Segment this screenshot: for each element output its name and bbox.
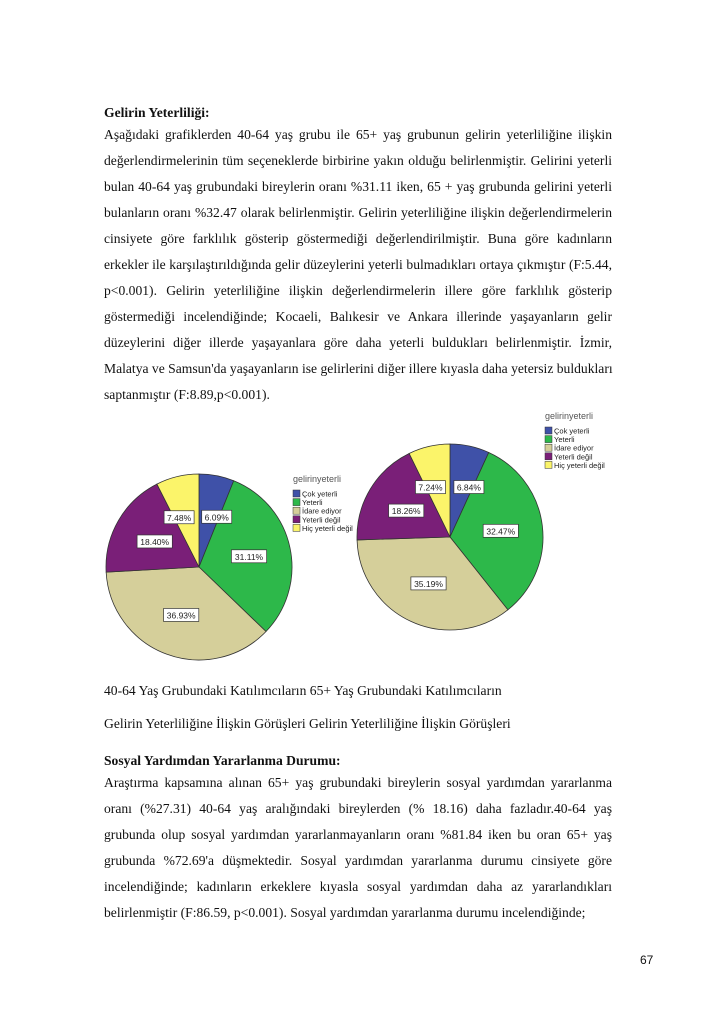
section-income-adequacy: Gelirin Yeterliliği: Aşağıdaki grafikler…	[104, 104, 613, 408]
legend-swatch	[292, 515, 301, 524]
text-line: Araştırma kapsamına alınan 65+ yaş grubu…	[104, 775, 612, 790]
section-heading: Gelirin Yeterliliği:	[104, 105, 210, 120]
legend-swatch	[544, 452, 553, 461]
figure-caption-line2: Gelirin Yeterliliğine İlişkin Görüşleri …	[104, 716, 511, 731]
section-heading: Sosyal Yardımdan Yararlanma Durumu:	[104, 753, 341, 768]
legend-swatch	[544, 443, 553, 452]
text-line: Malatya ve Samsun'da yaşayanların ise ge…	[104, 361, 613, 376]
figure-caption-line1: 40-64 Yaş Grubundaki Katılımcıların 65+ …	[104, 683, 502, 698]
text-line: cinsiyete göre farklılık gösterip göster…	[104, 231, 612, 246]
text-line: incelendiğinde; kadınların erkeklere kıy…	[104, 879, 612, 894]
legend-label: Yeterli değil	[554, 452, 593, 461]
legend-label: Hiç yeterli değil	[302, 524, 353, 533]
text-line: p<0.001). Gelirin yeterliliğine ilişkin …	[104, 283, 612, 298]
legend-title: gelirinyeterli	[545, 411, 593, 421]
slice-label: 7.48%	[163, 510, 195, 525]
svg-text:18.26%: 18.26%	[392, 506, 421, 516]
svg-text:7.48%: 7.48%	[167, 513, 192, 523]
pie-slice	[356, 452, 451, 541]
legend-label: Yeterli	[554, 435, 575, 444]
legend-label: Yeterli	[302, 498, 323, 507]
slice-label: 18.40%	[136, 534, 173, 549]
legend-label: Yeterli değil	[302, 515, 341, 524]
text-line: grubunda olup sosyal yardımdan yararlanm…	[104, 827, 612, 842]
pie-slice	[105, 483, 200, 573]
paragraph: Aşağıdaki grafiklerden 40-64 yaş grubu i…	[104, 122, 613, 408]
text-line: erkekler ile karşılaştırıldığında gelir …	[104, 257, 612, 272]
slice-label: 36.93%	[163, 608, 200, 622]
legend-label: Çok yeterli	[302, 490, 338, 499]
page-number: 67	[640, 953, 654, 967]
slice-label: 6.09%	[201, 509, 233, 524]
legend-swatch	[544, 435, 553, 443]
legend-swatch	[292, 498, 301, 506]
slice-label: 35.19%	[410, 576, 447, 591]
legend-swatch	[292, 524, 301, 532]
pie-chart-40-64: 6.09% 31.11% 36.93% 18.40% 7.48% gelirinyeter…	[105, 473, 353, 661]
svg-text:7.24%: 7.24%	[418, 483, 443, 493]
section-social-assistance: Sosyal Yardımdan Yararlanma Durumu: Araş…	[104, 752, 612, 926]
text-line: oranı (%27.31) 40-64 yaş aralığındaki bi…	[104, 801, 612, 816]
svg-text:18.40%: 18.40%	[140, 537, 169, 547]
svg-text:6.09%: 6.09%	[205, 512, 230, 522]
text-line: saptanmıştır (F:8.89,p<0.001).	[104, 387, 270, 402]
legend-label: İdare ediyor	[302, 507, 342, 516]
text-line: bulanların oranı %32.47 olarak belirlenm…	[104, 205, 612, 220]
legend-swatch	[544, 461, 553, 469]
legend-label: İdare ediyor	[554, 444, 594, 453]
text-line: değerlendirmelerinin tüm seçeneklerde bi…	[104, 153, 612, 168]
legend-swatch	[292, 489, 301, 498]
paragraph: Araştırma kapsamına alınan 65+ yaş grubu…	[104, 770, 612, 926]
text-line: grubunda %72.69'a düşmektedir. Sosyal ya…	[104, 853, 612, 868]
slice-label: 31.11%	[231, 549, 267, 564]
text-line: göstermediği incelendiğinde; Kocaeli, Ba…	[104, 309, 612, 324]
pie-chart-65plus: 6.84% 32.47% 35.19% 18.26% 7.24% gelirinyeter…	[356, 411, 605, 631]
svg-text:31.11%: 31.11%	[235, 552, 264, 562]
slice-label: 18.26%	[388, 503, 425, 518]
text-line: bulan 40-64 yaş grubundaki bireylerin or…	[104, 179, 612, 194]
legend-swatch	[544, 426, 553, 435]
legend-swatch	[292, 506, 301, 515]
text-line: düzeylerini diğer illerde yaşayanlara gö…	[104, 335, 612, 350]
slice-label: 32.47%	[482, 523, 519, 538]
svg-text:6.84%: 6.84%	[457, 483, 482, 493]
svg-text:36.93%: 36.93%	[167, 610, 196, 620]
text-line: Aşağıdaki grafiklerden 40-64 yaş grubu i…	[104, 127, 612, 142]
svg-text:32.47%: 32.47%	[486, 526, 515, 536]
legend-label: Hiç yeterli değil	[554, 461, 605, 470]
legend-label: Çok yeterli	[554, 427, 590, 436]
svg-text:35.19%: 35.19%	[414, 579, 443, 589]
slice-label: 7.24%	[415, 480, 446, 495]
slice-label: 6.84%	[453, 480, 485, 494]
text-line: belirlenmiştir (F:86.59, p<0.001). Sosya…	[104, 905, 586, 920]
legend-title: gelirinyeterli	[293, 474, 341, 484]
